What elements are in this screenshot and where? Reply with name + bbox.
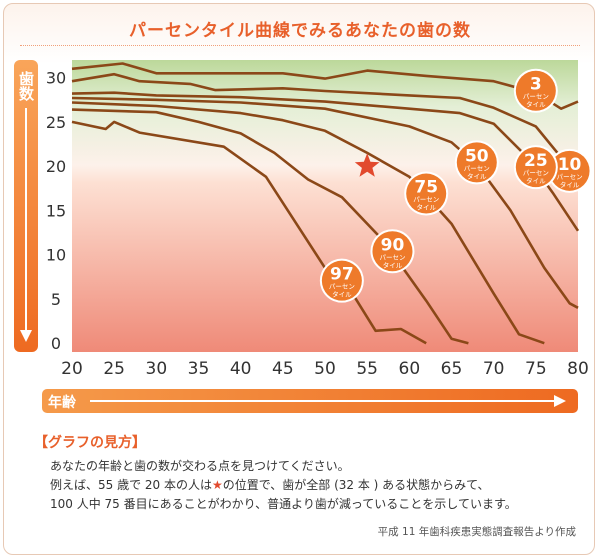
badge-unit: タイル bbox=[467, 171, 487, 180]
how-to-line-2-a: 例えば、55 歳で 20 本の人は bbox=[50, 478, 212, 492]
badge-value: 75 bbox=[414, 178, 438, 198]
badge-circle bbox=[456, 142, 497, 183]
chart-title: パーセンタイル曲線でみるあなたの歯の数 bbox=[129, 21, 471, 41]
x-tick-label: 75 bbox=[525, 359, 547, 379]
percentile-line-75 bbox=[71, 101, 545, 345]
how-to-line-3: 100 人中 75 番目にあることがわかり、普通より歯が減っていることを示してい… bbox=[50, 497, 517, 511]
right-arrow-icon bbox=[90, 395, 566, 407]
x-tick-label: 45 bbox=[272, 359, 294, 379]
badge-unit: パーセン bbox=[523, 93, 549, 101]
badge-unit: パーセン bbox=[379, 253, 405, 261]
percentile-line-90 bbox=[71, 108, 469, 345]
y-tick-label: 15 bbox=[46, 201, 66, 220]
x-tick-label: 55 bbox=[356, 359, 378, 379]
x-tick-label: 40 bbox=[230, 359, 252, 379]
x-tick-label: 70 bbox=[483, 359, 505, 379]
badge-unit: タイル bbox=[526, 100, 546, 109]
percentile-line-50 bbox=[71, 96, 579, 309]
x-tick-label: 25 bbox=[103, 359, 125, 379]
badge-circle bbox=[515, 70, 556, 111]
percentile-line-97 bbox=[71, 120, 427, 345]
source-note: 平成 11 年歯科疾患実態調査報告より作成 bbox=[377, 526, 576, 538]
badge-unit: タイル bbox=[560, 180, 580, 189]
percentile-line-10 bbox=[71, 72, 580, 189]
badge-unit: タイル bbox=[526, 176, 546, 185]
down-arrow-icon bbox=[20, 108, 32, 342]
badge-unit: パーセン bbox=[523, 169, 549, 177]
badge-circle bbox=[549, 150, 590, 191]
y-tick-label: 20 bbox=[46, 157, 66, 176]
badge-unit: タイル bbox=[416, 203, 436, 212]
x-axis-label-bar: 年齢 bbox=[42, 389, 578, 413]
how-to-text: あなたの年齢と歯の数が交わる点を見つけてください。 例えば、55 歳で 20 本… bbox=[50, 457, 590, 514]
x-tick-label: 20 bbox=[61, 359, 83, 379]
how-to-line-2: 例えば、55 歳で 20 本の人は★の位置で、歯が全部 (32 本 ) ある状態… bbox=[50, 476, 590, 495]
y-axis-label-bar: 歯数 bbox=[14, 60, 38, 352]
y-tick-label: 5 bbox=[51, 290, 61, 309]
badge-circle bbox=[372, 231, 413, 272]
x-tick-label: 30 bbox=[146, 359, 168, 379]
badge-unit: パーセン bbox=[329, 283, 355, 291]
y-axis-label: 歯数 bbox=[17, 71, 35, 101]
example-star-marker bbox=[354, 153, 380, 177]
badge-circle bbox=[321, 260, 362, 301]
x-tick-label: 60 bbox=[399, 359, 421, 379]
badge-value: 3 bbox=[530, 75, 542, 95]
badge-unit: パーセン bbox=[557, 173, 583, 181]
x-tick-label: 35 bbox=[188, 359, 210, 379]
badge-value: 50 bbox=[465, 146, 489, 166]
x-tick-label: 80 bbox=[567, 359, 589, 379]
how-to-heading: 【グラフの見方】 bbox=[34, 435, 146, 451]
badge-value: 10 bbox=[558, 155, 582, 175]
title-divider bbox=[20, 45, 580, 46]
x-tick-label: 65 bbox=[441, 359, 463, 379]
x-axis-label: 年齢 bbox=[48, 395, 76, 411]
y-tick-label: 10 bbox=[46, 246, 66, 265]
badge-unit: パーセン bbox=[413, 196, 439, 204]
y-tick-label: 0 bbox=[51, 334, 61, 353]
badge-circle bbox=[515, 147, 556, 188]
badge-unit: タイル bbox=[383, 260, 403, 269]
badge-value: 25 bbox=[524, 151, 548, 171]
badge-value: 97 bbox=[330, 265, 354, 285]
badge-circle bbox=[406, 173, 447, 214]
how-to-line-1: あなたの年齢と歯の数が交わる点を見つけてください。 bbox=[50, 459, 350, 473]
badge-unit: パーセン bbox=[464, 164, 490, 172]
badge-value: 90 bbox=[381, 235, 405, 255]
how-to-line-2-b: の位置で、歯が全部 (32 本 ) ある状態からみて、 bbox=[222, 478, 490, 492]
badge-unit: タイル bbox=[332, 290, 352, 299]
star-icon: ★ bbox=[211, 478, 223, 492]
y-tick-label: 30 bbox=[46, 69, 66, 88]
x-tick-label: 50 bbox=[314, 359, 336, 379]
y-tick-label: 25 bbox=[46, 113, 66, 132]
